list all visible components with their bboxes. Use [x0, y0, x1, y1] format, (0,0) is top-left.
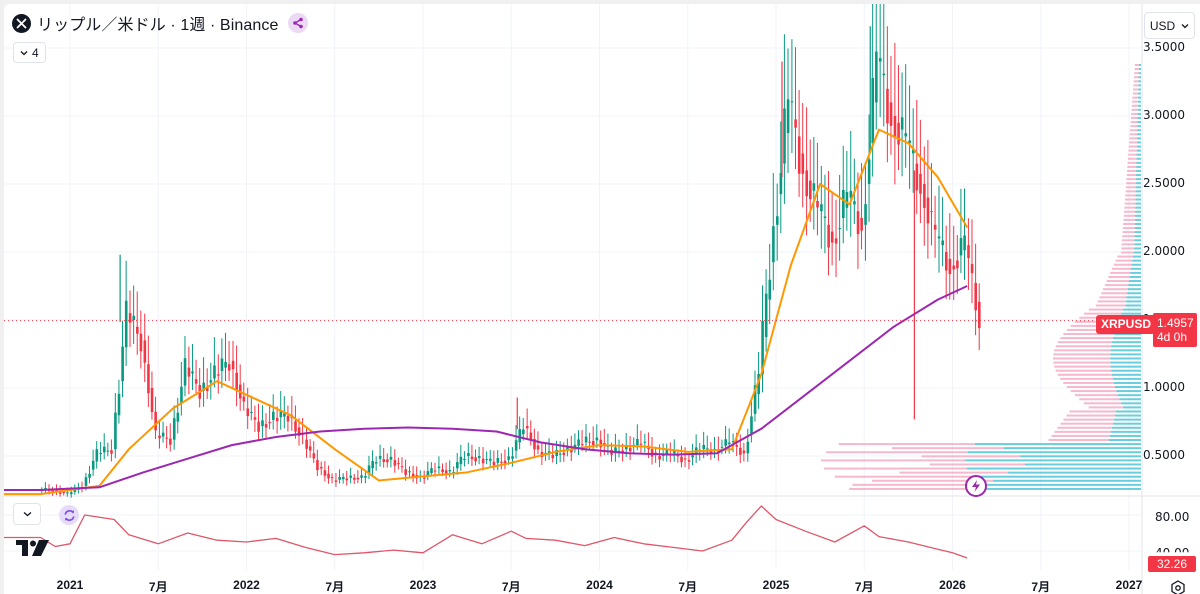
price-tick: 0.5000 [1143, 448, 1185, 462]
price-tick: 1.0000 [1143, 380, 1185, 394]
currency-label: USD [1149, 18, 1176, 33]
time-tick: 7月 [325, 580, 345, 594]
rsi-pane-collapse-button[interactable] [13, 503, 41, 525]
price-tick: 3.5000 [1143, 40, 1185, 54]
last-price-value: 1.4957 [1157, 316, 1194, 330]
time-tick: 7月 [678, 580, 698, 594]
chevron-down-icon [1181, 23, 1189, 28]
indicators-collapse-button[interactable]: 4 [13, 42, 46, 63]
chart-canvas[interactable] [4, 4, 1200, 594]
chevron-down-icon [23, 512, 31, 517]
time-tick: 2023 [409, 578, 437, 592]
price-tick: 2.0000 [1143, 244, 1185, 258]
tradingview-logo-icon[interactable] [16, 540, 50, 561]
time-tick: 7月 [501, 580, 521, 594]
time-tick: 7月 [1031, 580, 1051, 594]
chevron-down-icon [20, 50, 28, 55]
symbol-price-label: XRPUSD [1096, 315, 1157, 334]
time-tick: 2022 [233, 578, 260, 592]
price-tick: 2.5000 [1143, 176, 1185, 190]
indicator-count: 4 [32, 45, 39, 60]
chart-window: リップル／米ドル · 1週 · Binance 4 USD XRPUSD 1.4… [4, 4, 1200, 594]
time-tick: 2025 [762, 578, 790, 592]
time-tick: 2024 [586, 578, 613, 592]
last-price-label: 1.4957 4d 0h [1153, 313, 1197, 347]
chart-header: リップル／米ドル · 1週 · Binance [12, 11, 309, 35]
time-tick: 2021 [56, 578, 84, 592]
currency-select[interactable]: USD [1144, 12, 1195, 39]
symbol-title[interactable]: リップル／米ドル · 1週 · Binance [37, 17, 279, 34]
rsi-tick-40: 40.00 [1155, 546, 1190, 560]
time-tick: 7月 [148, 580, 168, 594]
time-tick: 2026 [939, 578, 966, 592]
time-tick: 2027 [1115, 578, 1143, 592]
rsi-tick-80: 80.00 [1155, 510, 1190, 524]
settings-icon[interactable] [1170, 580, 1186, 594]
lightning-icon[interactable] [965, 475, 987, 497]
bar-countdown: 4d 0h [1157, 330, 1188, 344]
xrp-logo-icon [12, 13, 31, 33]
reload-icon[interactable] [59, 505, 79, 525]
price-tick: 3.0000 [1143, 108, 1185, 122]
share-icon[interactable] [288, 13, 309, 33]
rsi-value-label: 32.26 [1148, 556, 1196, 572]
time-tick: 7月 [854, 580, 874, 594]
